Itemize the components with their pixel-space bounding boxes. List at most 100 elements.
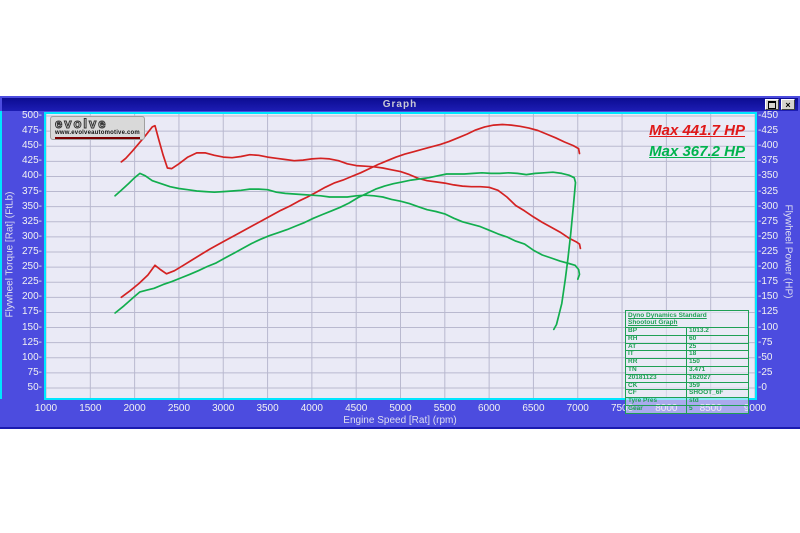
right-axis-tick-label: -125 (758, 306, 779, 318)
x-axis-tick-label: 4500 (345, 403, 368, 414)
info-value: 5 (689, 405, 693, 412)
run-info-table: Dyno Dynamics Standard Shootout Graph BP… (625, 310, 749, 414)
right-axis-tick-label: -350 (758, 170, 779, 182)
left-axis-tick-label: 500- (21, 110, 42, 121)
x-axis-tick-label: 9000 (743, 403, 767, 414)
right-axis-tick-label: -250 (758, 230, 779, 242)
info-label: Gear (626, 405, 687, 413)
info-label: TN (626, 366, 687, 374)
info-label: CF (626, 390, 687, 398)
x-axis-tick-label: 2500 (167, 403, 191, 414)
info-row: TN 3.471 (626, 366, 748, 375)
right-axis-tick-label: -25 (758, 366, 773, 378)
x-axis-tick-label: 5500 (433, 403, 456, 414)
info-table-title-line1: Dyno Dynamics Standard (628, 312, 707, 319)
restore-icon (768, 100, 776, 109)
info-label: BP (626, 328, 687, 335)
logo-url-text: www.evolveautomotive.com (55, 130, 140, 139)
x-axis-tick-label: 7000 (566, 403, 589, 414)
max-power-run1-label: Max 441.7 HP (649, 122, 745, 139)
info-row: Tyre Pres std (626, 398, 748, 406)
left-axis-tick-label: 175- (21, 306, 42, 318)
left-axis-tick-label: 75- (27, 366, 42, 378)
info-row: RH 60 (626, 335, 748, 344)
window-titlebar[interactable]: Graph × (2, 98, 798, 111)
right-axis-tick-label: -150 (758, 291, 779, 303)
info-value: 359 (689, 382, 700, 389)
left-axis-tick-label: 425- (21, 155, 42, 167)
info-label: Tyre Pres (626, 398, 687, 405)
right-axis-tick-label: -275 (758, 215, 779, 227)
close-button[interactable]: × (781, 99, 795, 110)
right-axis-tick-label: -425 (758, 125, 779, 137)
info-table-header: Dyno Dynamics Standard Shootout Graph (626, 311, 748, 328)
info-value: 60 (689, 335, 697, 342)
info-value: 1013.2 (689, 328, 709, 334)
right-axis-tick-label: -225 (758, 246, 779, 257)
right-axis-tick-label: -75 (758, 336, 773, 348)
info-row: AT 25 (626, 343, 748, 352)
x-axis-tick-label: 6500 (522, 403, 545, 414)
right-axis-tick-label: -50 (758, 351, 773, 363)
left-axis-tick-label: 125- (21, 336, 42, 348)
max-annotations: Max 441.7 HP Max 367.2 HP (649, 120, 745, 162)
info-row: CK 359 (626, 382, 748, 391)
left-axis-tick-label: 250- (21, 261, 42, 273)
x-axis-tick-label: 3000 (212, 403, 235, 414)
info-label: RR (626, 359, 687, 366)
right-axis-tick-label: -200 (758, 261, 779, 273)
window-title: Graph (382, 99, 418, 110)
right-axis-tick-label: -400 (758, 140, 779, 152)
left-axis-tick-label: 150- (21, 321, 42, 333)
plot-area: evolve www.evolveautomotive.com Max 441.… (44, 112, 757, 414)
info-value: 150 (689, 359, 700, 366)
info-value: 3.471 (689, 366, 706, 373)
x-axis-tick-label: 1500 (79, 403, 102, 414)
right-axis-tick-label: -325 (758, 185, 779, 197)
left-axis-tick-label: 375- (21, 185, 42, 197)
info-label: IT (626, 351, 687, 359)
right-axis-tick-label: -450 (758, 110, 779, 121)
left-axis-tick-label: 350- (21, 200, 42, 212)
right-axis-tick-label: -375 (758, 155, 779, 167)
x-axis-tick-label: 7500 (610, 403, 634, 414)
info-row: 20181123 162027 (626, 374, 748, 383)
info-row: Gear 5 (626, 405, 748, 413)
info-row: BP 1013.2 (626, 328, 748, 336)
info-table-title-line2: Shootout Graph (628, 319, 678, 326)
info-label: AT (626, 343, 687, 351)
info-row: CF SHOOT_6F (626, 390, 748, 399)
x-axis-tick-label: 4000 (300, 403, 323, 414)
left-axis-tick-label: 275- (21, 246, 42, 257)
left-axis-tick-label: 50- (27, 382, 42, 393)
run2-power-curve (114, 171, 577, 331)
logo-brand-text: evolve (55, 116, 108, 131)
left-axis-tick-label: 450- (21, 140, 42, 152)
left-axis-tick-label: 100- (21, 351, 42, 363)
right-axis-tick-label: -100 (758, 321, 779, 333)
left-axis-tick-label: 225- (21, 276, 42, 288)
info-value: 18 (689, 351, 697, 358)
x-axis-tick-label: 6000 (478, 403, 501, 414)
info-row: IT 18 (626, 351, 748, 360)
right-axis-tick-label: -300 (758, 200, 779, 212)
x-axis-title: Engine Speed [Rat] (rpm) (343, 415, 457, 426)
info-value: SHOOT_6F (689, 390, 724, 397)
window-left-highlight (0, 111, 2, 399)
info-value: 25 (689, 343, 697, 350)
restore-button[interactable] (765, 99, 779, 110)
evolve-logo: evolve www.evolveautomotive.com (50, 116, 145, 140)
run2-torque-curve (114, 172, 581, 281)
x-axis-tick-label: 1000 (34, 403, 58, 414)
x-axis-tick-label: 3500 (256, 403, 279, 414)
run1-torque-curve (120, 124, 582, 250)
info-value: 162027 (689, 374, 711, 381)
info-label: RH (626, 335, 687, 343)
info-value: std (689, 398, 699, 405)
left-axis-tick-label: 300- (21, 230, 42, 242)
graph-window: Graph × Flywheel Torque [Rat] (FtLb) Fly… (0, 96, 800, 429)
run1-power-curve (120, 123, 581, 299)
max-power-run2-label: Max 367.2 HP (649, 143, 745, 160)
info-label: 20181123 (626, 374, 687, 382)
